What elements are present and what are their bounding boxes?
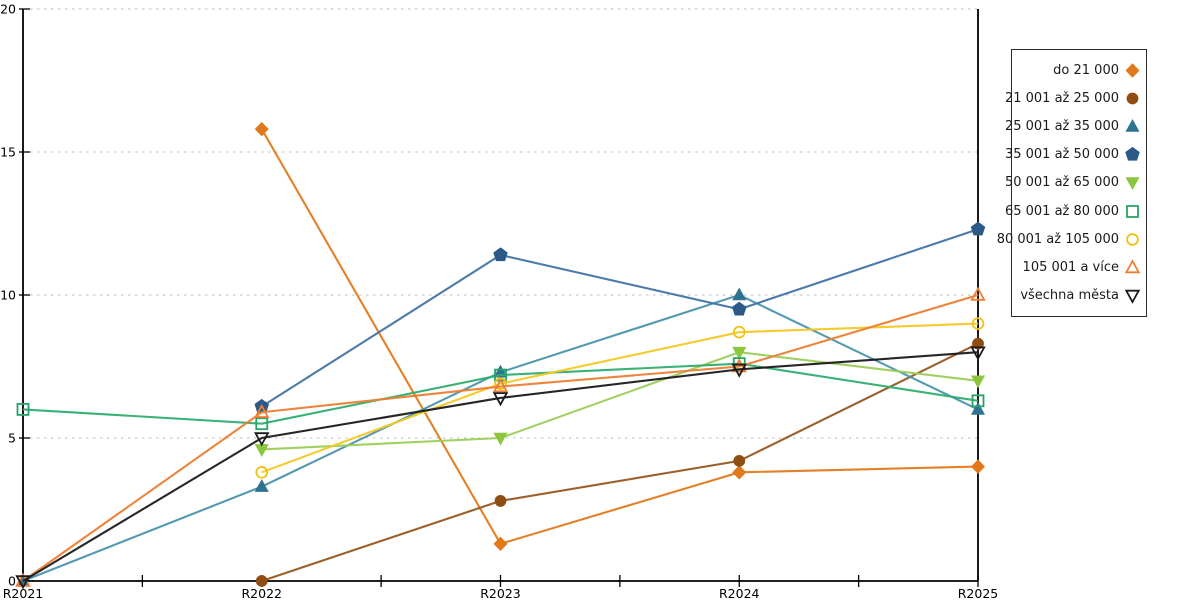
triangle-down-legend-marker-icon (1125, 177, 1140, 191)
data-point-marker (254, 432, 270, 447)
data-point-marker (732, 301, 747, 316)
data-point-marker (493, 536, 508, 552)
data-point-marker (254, 479, 269, 492)
data-point-marker (731, 358, 747, 373)
series-line (22, 362, 979, 425)
data-point-marker (732, 287, 747, 301)
pentagon-legend-marker-icon (1125, 147, 1140, 161)
data-point-marker (492, 392, 509, 407)
data-point-marker (1125, 147, 1140, 161)
data-point-marker (971, 394, 985, 408)
series-line (261, 342, 979, 582)
data-point-marker (255, 466, 269, 479)
legend-item: 50 001 až 65 000 (1005, 169, 1141, 197)
series-35-001-a-50-000 (254, 221, 986, 413)
data-point-marker (16, 402, 30, 416)
square-legend-marker-icon (1126, 204, 1139, 218)
data-point-marker (255, 417, 269, 431)
legend-item-label: 21 001 až 25 000 (1004, 90, 1119, 106)
data-point-marker (731, 363, 747, 378)
circle-legend-marker-icon (1126, 233, 1139, 246)
data-point-marker (1126, 204, 1139, 218)
legend-item-label: do 21 000 (1053, 62, 1119, 78)
y-tick-label: 10 (0, 288, 16, 303)
x-tick-label: R2022 (242, 586, 283, 600)
y-tick-label: 5 (8, 431, 16, 446)
legend-item: 21 001 až 25 000 (1005, 84, 1141, 112)
legend-item-label: všechna města (1020, 288, 1119, 304)
series-line (261, 351, 979, 451)
y-tick-label: 20 (0, 2, 16, 17)
data-point-marker (1126, 92, 1139, 105)
legend-item: 80 001 až 105 000 (997, 225, 1141, 253)
legend-item: 25 001 až 35 000 (1005, 112, 1141, 140)
legend-item: 65 001 až 80 000 (1005, 197, 1141, 225)
series-do-21-000 (254, 121, 985, 552)
data-point-marker (254, 121, 269, 137)
data-point-marker (732, 325, 746, 339)
series-v-echna-m-sta (15, 346, 986, 590)
series-line (261, 322, 979, 474)
data-point-marker (732, 346, 747, 360)
legend-item-label: 65 001 až 80 000 (1004, 203, 1119, 219)
diamond-legend-marker-icon (1125, 62, 1140, 78)
legend-item-label: 25 001 až 35 000 (1004, 119, 1119, 135)
y-tick-label: 15 (0, 145, 16, 160)
triangle-up-legend-marker-icon (1125, 119, 1140, 132)
data-point-marker (255, 575, 268, 587)
legend-item: 105 001 a více (1016, 254, 1141, 282)
data-point-marker (733, 454, 746, 467)
legend-item: do 21 000 (1016, 56, 1141, 84)
data-point-marker (1125, 119, 1140, 132)
x-tick-label: R2024 (719, 586, 760, 600)
data-point-marker (970, 286, 986, 301)
triangle-down-legend-marker-icon (1124, 290, 1141, 305)
legend-item-label: 50 001 až 65 000 (1004, 175, 1119, 191)
data-point-marker (1125, 62, 1140, 78)
x-tick-label: R2025 (958, 586, 999, 600)
series-line (22, 351, 979, 582)
data-point-marker (1124, 290, 1141, 305)
data-point-marker (492, 378, 509, 393)
data-point-marker (970, 375, 986, 389)
data-point-marker (493, 432, 508, 446)
legend: do 21 000 21 001 až 25 000 25 001 až 35 00… (997, 49, 1147, 317)
data-point-marker (15, 575, 31, 590)
x-tick-label: R2021 (3, 586, 44, 600)
series-80-001-a-105-000 (255, 317, 985, 479)
series-21-001-a-25-000 (255, 337, 984, 587)
legend-item: všechna města (1016, 282, 1141, 310)
data-point-marker (972, 337, 984, 350)
series-line (261, 228, 979, 408)
x-tick-label: R2023 (480, 586, 521, 600)
triangle-up-legend-marker-icon (1124, 259, 1141, 274)
legend-item-label: 105 001 a více (1022, 260, 1119, 276)
data-point-marker (971, 317, 985, 330)
data-point-marker (494, 495, 507, 507)
series-line (22, 293, 979, 582)
data-point-marker (1124, 259, 1141, 274)
series-line (260, 128, 979, 546)
series-50-001-a-65-000 (254, 346, 986, 457)
data-point-marker (1125, 177, 1140, 191)
data-point-marker (732, 465, 747, 480)
data-point-marker (970, 401, 986, 415)
legend-item-label: 80 001 až 105 000 (996, 231, 1119, 247)
circle-legend-marker-icon (1126, 92, 1139, 105)
data-point-marker (1126, 233, 1139, 246)
legend-item: 35 001 až 50 000 (1005, 141, 1141, 169)
data-point-marker (493, 247, 508, 262)
data-point-marker (970, 346, 986, 361)
y-tick-label: 0 (8, 574, 16, 589)
data-point-marker (970, 221, 986, 236)
data-point-marker (971, 459, 985, 474)
legend-item-label: 35 001 až 50 000 (1004, 147, 1119, 163)
data-point-marker (254, 403, 270, 418)
